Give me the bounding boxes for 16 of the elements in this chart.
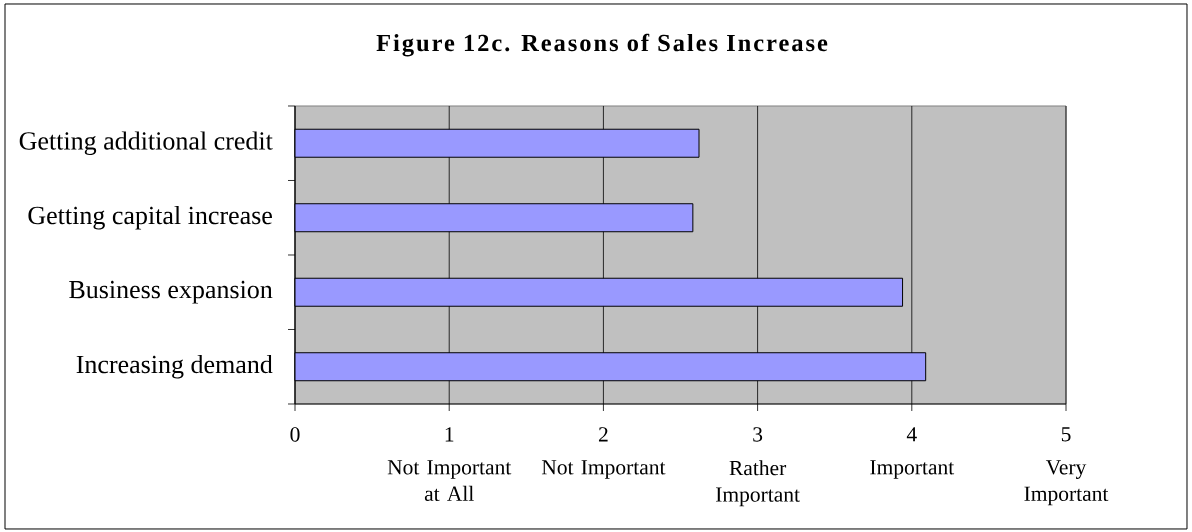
y-tick-label: Business expansion <box>69 280 273 304</box>
x-tick-label: 1 <box>445 427 454 442</box>
y-tick-label: Getting capital increase <box>28 205 272 230</box>
x-tick-label: 3 <box>753 427 763 442</box>
y-tick-label: Getting additional credit <box>19 131 273 156</box>
chart-title: Figure 12c. Reasons of Sales Increase <box>376 33 828 57</box>
x-tick-label: 2 <box>598 427 608 442</box>
x-tick-label: 5 <box>1061 427 1071 442</box>
x-tick-label: 4 <box>906 427 917 442</box>
text: Not Important <box>541 460 666 479</box>
text: Rather Important <box>716 460 800 507</box>
text: Not Important at All <box>387 460 512 501</box>
x-tick-label: 0 <box>290 427 300 442</box>
text: Important <box>870 460 955 479</box>
text: Very Important <box>1024 460 1109 506</box>
y-tick-label: Increasing demand <box>76 354 273 379</box>
